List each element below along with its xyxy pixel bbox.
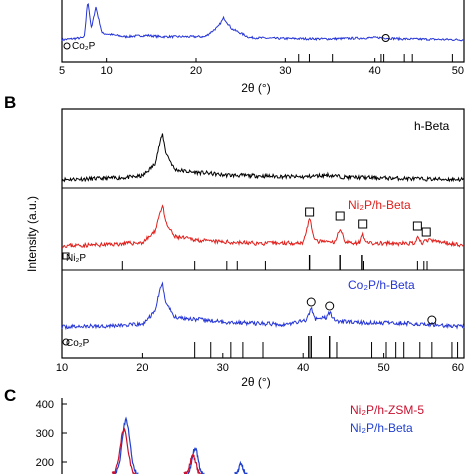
panel-c: C 400 300 200 Ni₂P/h-ZSM-5 Ni₂P/h-Beta (4, 386, 424, 474)
panel-b-xtick-label-3: 40 (297, 362, 309, 374)
panel-c-ytick-400: 400 (36, 399, 54, 411)
panel-a-ref-label: Co₂P (72, 41, 96, 52)
series-label-ni2p-h-beta: Ni₂P/h-Beta (348, 198, 411, 212)
series-label-h-beta: h-Beta (414, 119, 450, 133)
panel-b: B 10 20 30 40 50 60 h-Beta Ni₂P/h-Beta Co₂P/h… (4, 93, 465, 389)
ref-legend-square (62, 252, 70, 260)
ref-label-ni2p: Ni₂P (66, 253, 86, 264)
panel-a: 5 10 20 30 40 50 Co₂P 2θ (°) (59, 0, 465, 95)
panel-a-frame (61, 0, 465, 63)
panel-a-marker-circle-0 (381, 34, 390, 42)
marker-square-4 (421, 227, 431, 237)
panel-c-peak-blue-1 (113, 416, 139, 474)
panel-b-xtick-label-0: 10 (56, 362, 68, 374)
marker-circle-2 (427, 315, 437, 325)
marker-square-2 (358, 219, 368, 229)
panel-a-xtick-label-1: 10 (101, 65, 113, 77)
panel-b-xtick-label-1: 20 (136, 362, 148, 374)
ref-label-co2p: Co₂P (66, 338, 90, 349)
panel-c-letter: C (4, 386, 16, 405)
series-line-2 (61, 281, 465, 331)
marker-circle-1 (325, 301, 335, 311)
panel-b-xtick-label-5: 60 (452, 362, 464, 374)
legend-ni2p-h-zsm-5: Ni₂P/h-ZSM-5 (350, 403, 424, 417)
marker-square-3 (412, 221, 422, 231)
panel-c-peak-red-1 (111, 427, 136, 474)
marker-square-1 (335, 211, 345, 221)
panel-b-x-title: 2θ (°) (241, 375, 270, 389)
series-line-1 (61, 204, 465, 249)
panel-c-ytick-200: 200 (36, 457, 54, 469)
series-label-co2p-h-beta: Co₂P/h-Beta (348, 278, 415, 292)
series-line-0 (61, 133, 465, 183)
panel-a-x-title: 2θ (°) (241, 81, 270, 95)
panel-b-xtick-label-2: 30 (217, 362, 229, 374)
panel-b-xtick-label-4: 50 (377, 362, 389, 374)
ref-legend-circle (62, 338, 70, 346)
panel-b-y-title: Intensity (a.u.) (25, 196, 39, 272)
panel-a-xtick-label-3: 30 (279, 65, 291, 77)
panel-c-peak-blue-2 (185, 447, 205, 474)
panel-c-peak-red-2 (183, 453, 203, 474)
panel-b-frame (61, 108, 465, 359)
panel-b-letter: B (4, 93, 16, 112)
panel-a-xtick-label-5: 50 (452, 65, 464, 77)
marker-circle-0 (306, 297, 316, 307)
legend-ni2p-h-beta: Ni₂P/h-Beta (350, 421, 413, 435)
marker-square-0 (305, 207, 315, 217)
panel-a-trace (61, 3, 465, 42)
panel-a-xtick-label-2: 20 (190, 65, 202, 77)
panel-c-ytick-300: 300 (36, 428, 54, 440)
panel-a-xtick-label-4: 40 (369, 65, 381, 77)
panel-a-ref-legend-circle (63, 42, 71, 50)
panel-a-xtick-label-0: 5 (59, 65, 65, 77)
panel-c-peak-blue-3 (234, 460, 248, 474)
